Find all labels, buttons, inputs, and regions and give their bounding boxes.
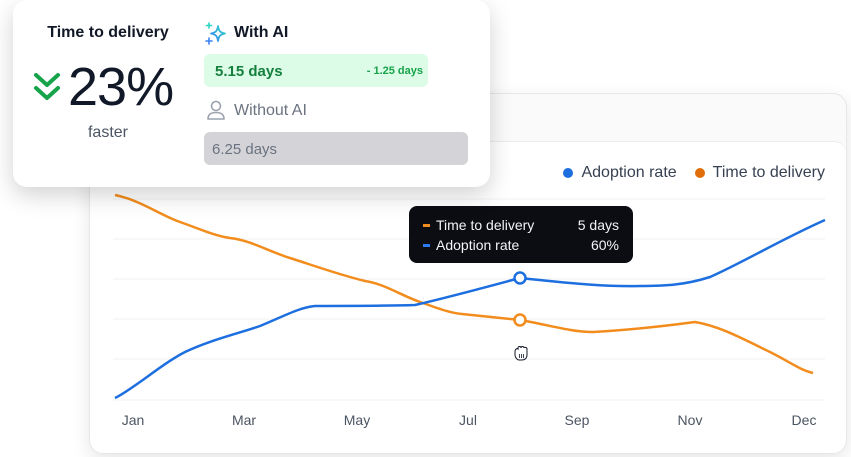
- sparkle-icon: [205, 22, 226, 45]
- time-to-delivery-point-marker: [513, 313, 527, 327]
- kpi-card: Time to delivery 23% faster With AI 5.15…: [13, 0, 490, 187]
- chart-tooltip: Time to delivery 5 days Adoption rate 60…: [409, 206, 633, 263]
- without-ai-value: 6.25 days: [212, 141, 278, 158]
- tooltip-value: 5 days: [577, 217, 619, 233]
- x-tick-label: Jul: [459, 412, 477, 428]
- without-ai-label: Without AI: [234, 102, 307, 119]
- grab-cursor-icon: [514, 346, 528, 361]
- legend-item-time-to-delivery[interactable]: Time to delivery: [694, 164, 825, 182]
- tooltip-label: Adoption rate: [436, 237, 520, 253]
- legend-label: Time to delivery: [712, 164, 825, 181]
- legend-label: Adoption rate: [581, 164, 677, 181]
- without-ai-bar: 6.25 days: [204, 132, 468, 165]
- kpi-value: 23%: [68, 57, 174, 117]
- tooltip-row-time-to-delivery: Time to delivery 5 days: [423, 215, 619, 235]
- tooltip-value: 60%: [590, 237, 619, 253]
- series-dash-icon: [423, 243, 430, 247]
- x-tick-label: May: [343, 412, 371, 428]
- x-tick-label: Mar: [231, 412, 257, 428]
- series-time-to-delivery-line: [114, 193, 814, 375]
- series-adoption-rate-line: [114, 218, 826, 400]
- with-ai-bar: 5.15 days - 1.25 days: [204, 54, 428, 87]
- double-chevron-down-icon: [34, 73, 60, 100]
- x-tick-label: Jan: [121, 412, 145, 428]
- with-ai-delta: - 1.25 days: [366, 65, 423, 77]
- with-ai-value: 5.15 days: [215, 63, 283, 80]
- legend-dot-icon: [563, 168, 574, 178]
- chart-legend: Adoption rate Time to delivery: [563, 164, 825, 182]
- kpi-title: Time to delivery: [47, 24, 169, 41]
- adoption-rate-point-marker: [513, 271, 527, 285]
- x-tick-label: Dec: [791, 412, 817, 428]
- tooltip-row-adoption-rate: Adoption rate 60%: [423, 235, 619, 255]
- x-tick-label: Nov: [677, 412, 703, 428]
- kpi-subtitle: faster: [87, 124, 128, 141]
- tooltip-label: Time to delivery: [436, 217, 535, 233]
- with-ai-label: With AI: [234, 24, 289, 41]
- chart-plot-area: [90, 141, 846, 453]
- series-dash-icon: [423, 223, 430, 227]
- user-icon: [207, 100, 225, 120]
- x-tick-label: Sep: [564, 412, 590, 428]
- legend-item-adoption-rate[interactable]: Adoption rate: [563, 164, 677, 182]
- legend-dot-icon: [694, 168, 705, 178]
